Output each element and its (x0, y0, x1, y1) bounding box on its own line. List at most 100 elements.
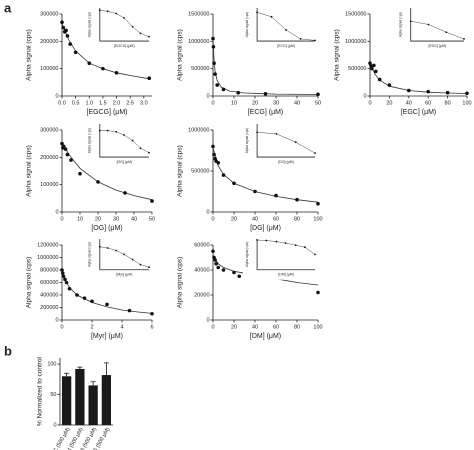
x-tick-label: 60 (425, 100, 431, 106)
data-point (60, 20, 64, 25)
y-tick-label: 0 (206, 93, 209, 99)
data-point (63, 147, 68, 151)
x-tick-label: 3.0 (140, 100, 148, 106)
inset-point (115, 130, 118, 133)
data-point (69, 158, 73, 162)
x-axis-label: [EGC] (μM) (401, 109, 437, 116)
x-tick-label: 0.5 (72, 100, 80, 106)
inset-point (98, 9, 101, 12)
data-point (65, 34, 70, 38)
x-tick-label: 100 (313, 324, 322, 330)
y-tick-label: 600000 (40, 280, 58, 286)
inset-point (294, 141, 297, 144)
x-tick-label: 1.0 (85, 100, 93, 106)
inset-point (314, 152, 316, 154)
inset-point (275, 133, 278, 135)
x-axis-label: [ECG] (μM) (248, 109, 284, 116)
inset-axis (410, 8, 464, 42)
inset-y-label: Alpha signal (cps) (399, 12, 403, 37)
y-tick-label: 1000000 (188, 127, 209, 133)
inset-point (275, 240, 278, 243)
y-tick-label: 0 (206, 209, 209, 215)
y-tick-label: 300000 (40, 11, 58, 17)
y-tick-label: 0 (55, 209, 58, 215)
inset-point (463, 37, 465, 40)
y-tick-label: 500000 (348, 66, 366, 72)
data-point (211, 36, 215, 41)
x-tick-label: 20 (386, 100, 392, 106)
inset-background (85, 122, 151, 168)
inset-point (148, 151, 150, 154)
panel-label: b (4, 343, 12, 358)
data-point (150, 199, 154, 203)
y-tick-label: 0 (53, 422, 56, 428)
data-point (369, 64, 373, 68)
inset-point (270, 15, 273, 18)
x-tick-label: 80 (445, 100, 451, 106)
inset-point (131, 25, 134, 28)
x-axis-label: [EGCG] (μM) (87, 109, 128, 116)
x-tick-label: 20 (231, 216, 237, 222)
inset-point (106, 129, 109, 132)
inset-point (409, 20, 412, 23)
y-axis-label: Alpha signal (cps) (177, 145, 184, 197)
y-tick-label: 1500000 (188, 11, 209, 17)
x-tick-label: 40 (252, 324, 258, 330)
x-tick-label: 80 (294, 324, 300, 330)
data-point (123, 191, 127, 195)
data-point (387, 83, 392, 87)
inset-axis (99, 239, 149, 271)
y-tick-label: 200000 (40, 39, 58, 45)
x-tick-label: 2.5 (126, 100, 134, 106)
data-point (213, 72, 217, 76)
x-tick-label: 0.0 (58, 100, 66, 106)
x-tick-label: 40 (131, 216, 137, 222)
inset-y-label: Alpha signal (cps) (88, 12, 92, 37)
x-tick-label: 100 (462, 100, 471, 106)
inset-point (299, 37, 302, 40)
inset-point (445, 31, 448, 34)
inset-y-label: Alpha signal (cps) (245, 12, 249, 37)
y-tick-label: 1000000 (188, 39, 209, 45)
error-bar (90, 381, 96, 386)
inset-line (257, 132, 316, 154)
data-point (316, 92, 320, 97)
data-point (150, 311, 154, 316)
inset-point (123, 17, 125, 19)
inset-x-label: [ECG] (μM) (277, 44, 295, 48)
inset-point (106, 10, 109, 13)
inset-x-label: [EGCG] (μM) (114, 44, 135, 48)
data-point (64, 280, 69, 285)
bar (88, 385, 98, 425)
y-axis-label: Alpha signal (cps) (26, 145, 33, 197)
panel-label: a (4, 0, 12, 15)
inset-point (427, 23, 430, 26)
data-point (75, 293, 79, 297)
x-tick-label: 40 (406, 100, 412, 106)
y-axis-label: Alpha signal (cps) (334, 29, 341, 81)
y-tick-label: 1200000 (37, 242, 58, 248)
data-point (465, 91, 469, 96)
inset-background (243, 237, 317, 280)
data-point (147, 76, 152, 81)
data-point (114, 70, 119, 75)
inset-point (256, 239, 258, 241)
data-point (212, 61, 216, 65)
inset-point (139, 32, 142, 35)
x-tick-label: 0 (211, 216, 214, 222)
x-tick-label: 20 (231, 324, 237, 330)
inset-x-label: [Myr] (μM) (116, 273, 132, 277)
inset-point (115, 12, 118, 15)
x-tick-label: 2.0 (113, 100, 121, 106)
error-bar (64, 372, 70, 377)
data-point (221, 173, 226, 177)
inset-point (256, 11, 258, 14)
data-point (78, 171, 82, 176)
data-point (214, 261, 218, 266)
inset-axis (99, 8, 149, 42)
y-tick-label: 0 (363, 93, 366, 99)
y-tick-label: 500000 (191, 66, 209, 72)
inset-point (98, 129, 101, 132)
inset-point (139, 263, 142, 266)
data-point (96, 180, 100, 184)
